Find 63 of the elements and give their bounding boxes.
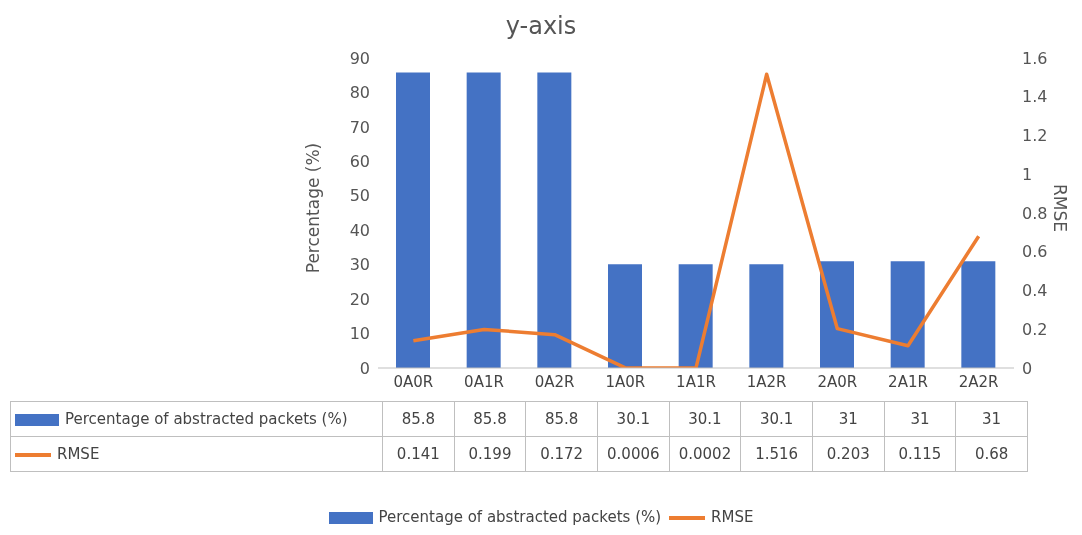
bar [466,72,501,368]
y2-tick-label: 0.6 [1022,242,1048,262]
data-label: 30.1 [740,401,813,437]
y2-tick-label: 1.2 [1022,126,1048,146]
y-tick-label: 90 [349,48,370,68]
data-label: 85.8 [525,401,598,437]
y-tick-label: 10 [349,324,370,344]
text: RMSE [57,445,100,463]
bar [890,261,925,368]
data-label: 0.141 [382,436,455,472]
y2-tick-label: 0.8 [1022,203,1048,223]
data-label: 0.0002 [669,436,741,472]
y-tick-label: 50 [349,186,370,206]
x-tick-label: 2A2R [958,372,999,391]
y-tick-label: 70 [349,117,370,137]
data-label: 0.115 [884,436,956,472]
data-label: 0.203 [812,436,885,472]
data-label: 0.0006 [597,436,670,472]
x-tick-label: 1A2R [746,372,787,391]
legend-label: RMSE [711,508,754,526]
bar [678,264,713,368]
text: Percentage of abstracted packets (%) [378,508,662,526]
y2-tick-label: 0 [1022,358,1033,378]
y-tick-label: 0 [359,358,370,378]
data-label: 0.68 [955,436,1028,472]
y2-tick-label: 1.6 [1022,48,1048,68]
x-tick-label: 0A2R [534,372,575,391]
y-tick-label: 40 [349,220,370,240]
x-tick-label: 1A0R [605,372,646,391]
y-axis-title: Percentage (%) [303,142,323,274]
bar [396,72,430,368]
x-tick-label: 2A0R [817,372,858,391]
legend-label: Percentage of abstracted packets (%) [65,410,348,428]
bar [537,72,572,368]
y2-tick-label: 0.4 [1022,281,1048,301]
data-label: 0.172 [525,436,598,472]
x-tick-label: 1A1R [676,372,716,391]
x-tick-label: 0A1R [464,372,504,391]
y-tick-label: 30 [349,255,370,275]
chart-title: y-axis [504,12,578,40]
data-label: 85.8 [382,401,455,437]
bar [961,261,996,368]
data-label: 31 [955,401,1028,437]
data-label: 30.1 [597,401,670,437]
x-tick-label: 0A0R [393,372,434,391]
data-label: 0.199 [454,436,526,472]
y2-tick-label: 1 [1022,164,1033,184]
data-label: 31 [812,401,885,437]
y2-tick-label: 0.2 [1022,319,1048,339]
y2-axis-title: RMSE [1050,183,1070,233]
data-label: 85.8 [454,401,526,437]
bar [820,261,854,368]
data-label: 30.1 [669,401,741,437]
y-tick-label: 60 [349,152,370,172]
bar [608,264,642,368]
bar [749,264,784,368]
y-tick-label: 80 [349,83,370,103]
x-tick-label: 2A1R [888,372,928,391]
y2-tick-label: 1.4 [1022,87,1048,107]
data-label: 31 [884,401,956,437]
y-tick-label: 20 [349,289,370,309]
data-label: 1.516 [740,436,813,472]
line-series [411,72,981,368]
